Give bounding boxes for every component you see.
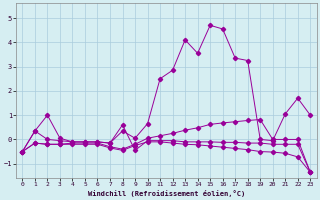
X-axis label: Windchill (Refroidissement éolien,°C): Windchill (Refroidissement éolien,°C)	[88, 190, 245, 197]
